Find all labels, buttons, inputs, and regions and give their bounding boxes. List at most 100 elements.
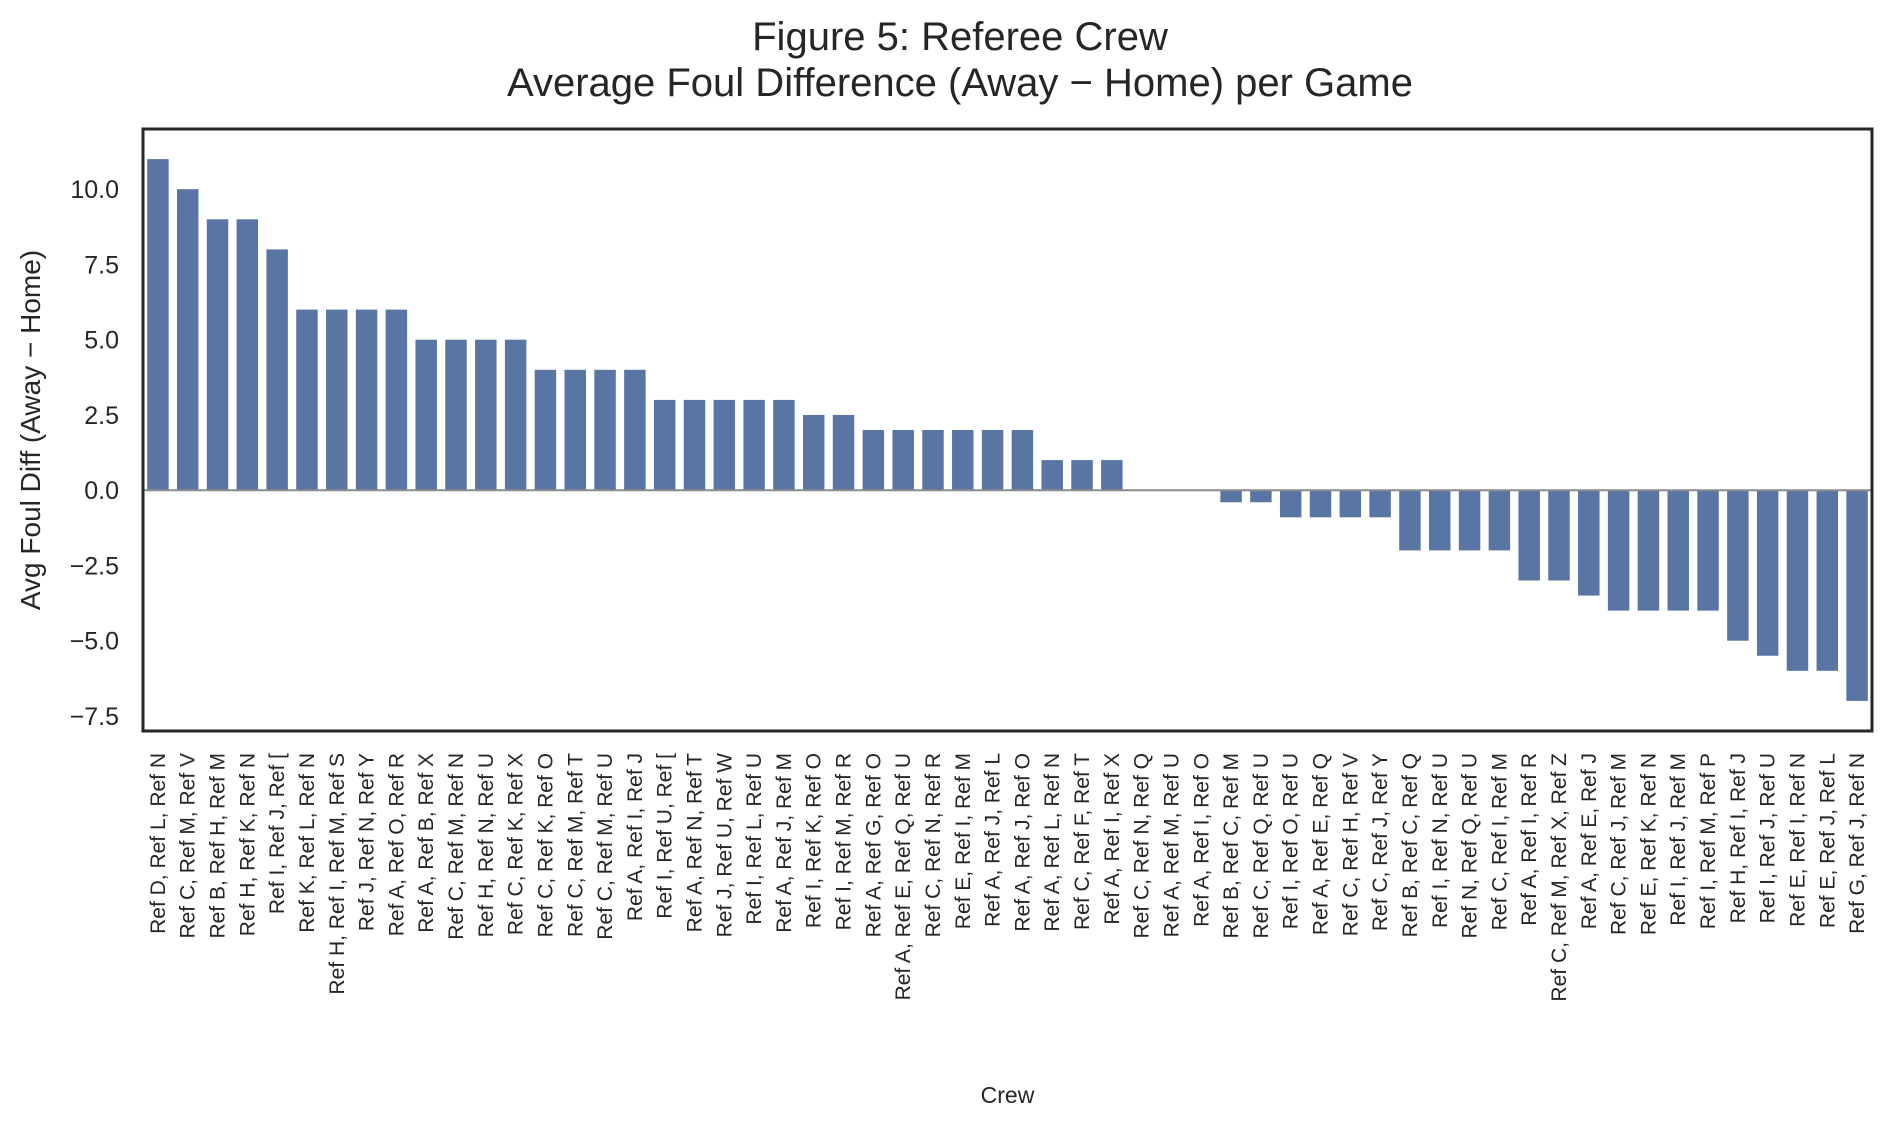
x-tick-label: Ref I, Ref K, Ref O <box>803 753 826 928</box>
x-tick-label: Ref C, Ref I, Ref M <box>1488 753 1511 930</box>
bar <box>176 189 199 491</box>
bar <box>266 249 288 491</box>
bar <box>862 430 885 491</box>
x-tick-label: Ref I, Ref U, Ref [ <box>654 753 677 919</box>
bar <box>415 339 437 491</box>
bar <box>952 430 974 491</box>
x-tick-label: Ref A, Ref E, Ref Q <box>1310 753 1333 935</box>
x-tick-label: Ref C, Ref K, Ref O <box>534 753 557 937</box>
x-tick-label: Ref A, Ref E, Ref J <box>1578 753 1601 929</box>
bar <box>832 414 855 491</box>
bar <box>564 369 586 491</box>
bar <box>326 309 348 491</box>
x-tick-label: Ref A, Ref O, Ref R <box>385 753 408 936</box>
bar <box>1578 490 1600 596</box>
bar <box>922 430 944 491</box>
bar <box>892 430 914 491</box>
plot-frame <box>141 127 1874 733</box>
x-tick-label: Ref E, Ref I, Ref N <box>1786 753 1809 927</box>
bar <box>803 414 825 491</box>
x-tick-label: Ref C, Ref M, Ref T <box>564 753 587 937</box>
bar <box>1846 490 1868 701</box>
y-axis-label: Avg Foul Diff (Away − Home) <box>15 250 46 610</box>
bar <box>1369 490 1391 518</box>
x-tick-label: Ref N, Ref Q, Ref U <box>1459 753 1482 939</box>
x-tick-label: Ref A, Ref N, Ref T <box>683 753 706 933</box>
x-tick-label: Ref A, Ref L, Ref N <box>1041 753 1064 932</box>
x-tick-label: Ref C, Ref F, Ref T <box>1071 753 1094 930</box>
x-tick-label: Ref C, Ref H, Ref V <box>1339 753 1362 936</box>
x-tick-label: Ref I, Ref O, Ref U <box>1280 753 1303 929</box>
x-tick-label: Ref I, Ref M, Ref R <box>833 753 856 930</box>
x-tick-label: Ref H, Ref K, Ref N <box>236 753 259 936</box>
x-tick-label: Ref C, Ref N, Ref R <box>922 753 945 937</box>
y-tick-label: 10.0 <box>70 176 119 204</box>
bar <box>236 219 259 491</box>
bar <box>683 399 706 491</box>
bar <box>147 159 169 491</box>
chart-title: Figure 5: Referee Crew <box>752 15 1168 59</box>
bar <box>1399 490 1421 551</box>
x-tick-label: Ref A, Ref J, Ref M <box>773 753 796 933</box>
bar <box>1041 460 1063 491</box>
y-tick-label: −7.5 <box>70 703 119 731</box>
bar <box>445 339 467 491</box>
x-tick-label: Ref A, Ref I, Ref R <box>1518 753 1541 926</box>
x-tick-label: Ref I, Ref J, Ref [ <box>266 753 289 914</box>
bar <box>773 399 795 491</box>
x-tick-label: Ref A, Ref I, Ref O <box>1190 753 1213 927</box>
bar <box>475 339 497 491</box>
bar <box>206 219 229 491</box>
x-tick-label: Ref I, Ref J, Ref U <box>1757 753 1780 923</box>
x-tick-label: Ref C, Ref K, Ref X <box>505 753 528 935</box>
bar <box>743 399 765 491</box>
x-tick-label: Ref I, Ref L, Ref U <box>743 753 766 925</box>
bar <box>713 399 736 491</box>
bar <box>1816 490 1839 671</box>
x-tick-label: Ref C, Ref J, Ref Y <box>1369 753 1392 931</box>
x-tick-label: Ref E, Ref J, Ref L <box>1816 753 1839 928</box>
x-tick-label: Ref B, Ref C, Ref M <box>1220 753 1243 939</box>
x-tick-label: Ref A, Ref E, Ref Q, Ref U <box>892 753 915 1000</box>
x-tick-label: Ref J, Ref U, Ref W <box>713 753 736 938</box>
bar <box>1637 490 1660 611</box>
bar <box>1697 490 1719 611</box>
y-tick-label: 5.0 <box>84 327 119 355</box>
bar <box>1727 490 1749 641</box>
x-tick-label: Ref A, Ref M, Ref U <box>1160 753 1183 937</box>
x-tick-label: Ref K, Ref L, Ref N <box>296 753 319 933</box>
x-tick-label: Ref C, Ref N, Ref Q <box>1131 753 1154 939</box>
bar <box>1756 490 1779 656</box>
x-tick-label: Ref I, Ref N, Ref U <box>1429 753 1452 928</box>
bar <box>1548 490 1570 581</box>
x-tick-label: Ref B, Ref C, Ref Q <box>1399 753 1422 937</box>
x-tick-label: Ref A, Ref I, Ref J <box>624 753 647 921</box>
bar <box>504 339 527 491</box>
y-tick-label: 0.0 <box>84 477 119 505</box>
x-tick-label: Ref B, Ref H, Ref M <box>207 753 230 939</box>
bar <box>981 430 1004 491</box>
bar <box>355 309 378 491</box>
x-tick-label: Ref E, Ref K, Ref N <box>1637 753 1660 935</box>
x-tick-label: Ref C, Ref M, Ref U <box>594 753 617 940</box>
x-tick-label: Ref G, Ref J, Ref N <box>1846 753 1869 934</box>
bar <box>1429 490 1451 551</box>
x-tick-label: Ref C, Ref J, Ref M <box>1608 753 1631 935</box>
y-tick-label: 2.5 <box>84 402 119 430</box>
bar <box>594 369 616 491</box>
bar <box>1607 490 1630 611</box>
bar <box>624 369 646 491</box>
y-tick-label: −2.5 <box>70 552 119 580</box>
bar <box>385 309 408 491</box>
y-tick-label: −5.0 <box>70 628 119 656</box>
bar-group <box>147 159 1868 701</box>
bar <box>1309 490 1332 518</box>
bar <box>534 369 557 491</box>
bar <box>1101 460 1123 491</box>
x-axis-ticks: Ref D, Ref L, Ref N Ref C, Ref M, Ref V Re… <box>147 753 1869 1002</box>
x-tick-label: Ref I, Ref J, Ref M <box>1667 753 1690 926</box>
x-tick-label: Ref E, Ref I, Ref M <box>952 753 975 929</box>
x-tick-label: Ref A, Ref I, Ref X <box>1101 753 1124 925</box>
bar <box>1279 490 1302 518</box>
